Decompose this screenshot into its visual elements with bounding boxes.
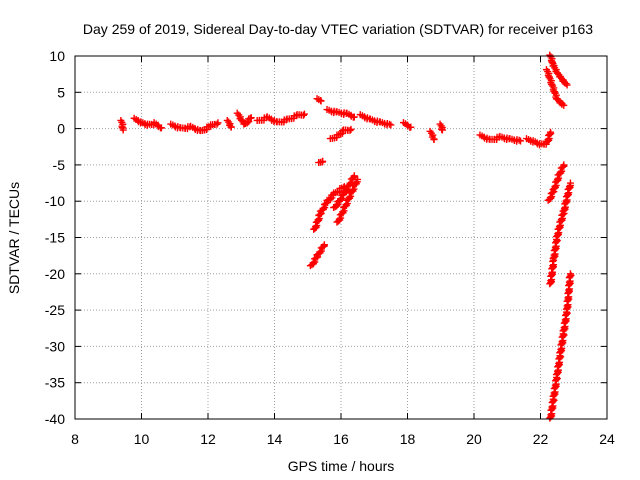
data-point — [387, 121, 395, 129]
series-sat-r — [330, 172, 358, 212]
axis-ticks: 8 10 12 14 16 18 20 22 24 -40 -35 -30 -25 -20 -15 -10 -5… — [45, 48, 615, 447]
data-point — [407, 123, 415, 131]
data-point — [214, 119, 222, 127]
data-point — [227, 123, 235, 131]
x-tick-label: 24 — [599, 431, 615, 447]
series-sat-t — [315, 157, 327, 167]
x-axis-label: GPS time / hours — [288, 458, 395, 474]
data-point — [563, 81, 571, 89]
data-point — [342, 186, 350, 194]
x-tick-label: 14 — [267, 431, 283, 447]
series-sat-c — [167, 119, 222, 135]
x-tick-label: 22 — [533, 431, 549, 447]
series-sat-q — [333, 175, 362, 226]
data-point — [438, 125, 446, 133]
plot-frame — [74, 55, 608, 420]
series-sat-w — [544, 161, 568, 204]
data-point — [317, 97, 325, 105]
data-point — [319, 204, 327, 212]
y-tick-label: -35 — [45, 375, 65, 391]
y-tick-label: 5 — [57, 84, 65, 100]
series-sat-x — [546, 179, 574, 288]
data-point — [119, 126, 127, 134]
data-point — [157, 124, 165, 132]
x-tick-label: 16 — [333, 431, 349, 447]
data-point — [300, 110, 308, 118]
series-sat-a — [117, 116, 127, 134]
data-point — [316, 248, 324, 256]
series-sat-l — [426, 127, 438, 143]
series-sat-m — [436, 120, 446, 134]
series-sat-o — [523, 128, 555, 149]
data-point — [322, 199, 330, 207]
data-point — [247, 114, 255, 122]
x-tick-label: 20 — [466, 431, 482, 447]
series-sat-v — [542, 66, 568, 109]
chart-title: Day 259 of 2019, Sidereal Day-to-day VTE… — [83, 21, 593, 37]
data-point — [517, 137, 525, 145]
data-point — [213, 120, 221, 128]
data-point — [299, 111, 307, 119]
x-tick-label: 12 — [200, 431, 216, 447]
y-tick-label: -40 — [45, 411, 65, 427]
data-points — [117, 51, 575, 422]
data-point — [565, 182, 573, 190]
data-point — [309, 259, 317, 267]
data-point — [566, 270, 574, 278]
data-point — [319, 157, 327, 165]
series-sat-d — [223, 116, 235, 131]
data-point — [546, 194, 554, 202]
data-point — [320, 241, 328, 249]
series-sat-k — [399, 119, 415, 131]
data-point — [438, 126, 446, 134]
y-tick-label: 0 — [57, 121, 65, 137]
series-sat-b — [130, 114, 165, 132]
data-point — [337, 195, 345, 203]
data-point — [339, 208, 347, 216]
data-point — [225, 118, 233, 126]
data-point — [332, 201, 340, 209]
data-point — [556, 168, 564, 176]
data-point — [560, 101, 568, 109]
data-point — [562, 80, 570, 88]
data-point — [350, 172, 358, 180]
y-tick-label: -30 — [45, 338, 65, 354]
series-sat-y — [546, 270, 575, 422]
x-tick-label: 18 — [400, 431, 416, 447]
series-sat-g — [313, 95, 325, 105]
series-sat-s — [306, 241, 328, 270]
y-tick-label: -10 — [45, 193, 65, 209]
data-point — [546, 128, 554, 136]
data-point — [385, 120, 393, 128]
series-sat-i — [326, 125, 355, 143]
data-point — [350, 113, 358, 121]
data-point — [345, 193, 353, 201]
series-sat-n — [476, 131, 525, 145]
data-point — [560, 161, 568, 169]
y-tick-label: -5 — [53, 157, 66, 173]
x-tick-label: 10 — [134, 431, 150, 447]
data-point — [349, 186, 357, 194]
data-point — [312, 254, 320, 262]
series-sat-u — [546, 51, 571, 89]
data-point — [335, 215, 343, 223]
data-point — [566, 179, 574, 187]
y-tick-label: -25 — [45, 302, 65, 318]
y-tick-label: -15 — [45, 230, 65, 246]
series-sat-j — [356, 111, 395, 129]
data-point — [346, 179, 354, 187]
series-sat-e — [233, 109, 255, 128]
data-point — [347, 125, 355, 133]
series-sat-h — [323, 106, 358, 121]
data-point — [346, 127, 354, 135]
x-tick-label: 8 — [71, 431, 79, 447]
y-axis-label: SDTVAR / TECUs — [6, 182, 22, 294]
y-tick-label: -20 — [45, 266, 65, 282]
data-point — [430, 135, 438, 143]
series-sat-f — [253, 110, 308, 126]
data-point — [342, 201, 350, 209]
y-tick-label: 10 — [49, 48, 65, 64]
